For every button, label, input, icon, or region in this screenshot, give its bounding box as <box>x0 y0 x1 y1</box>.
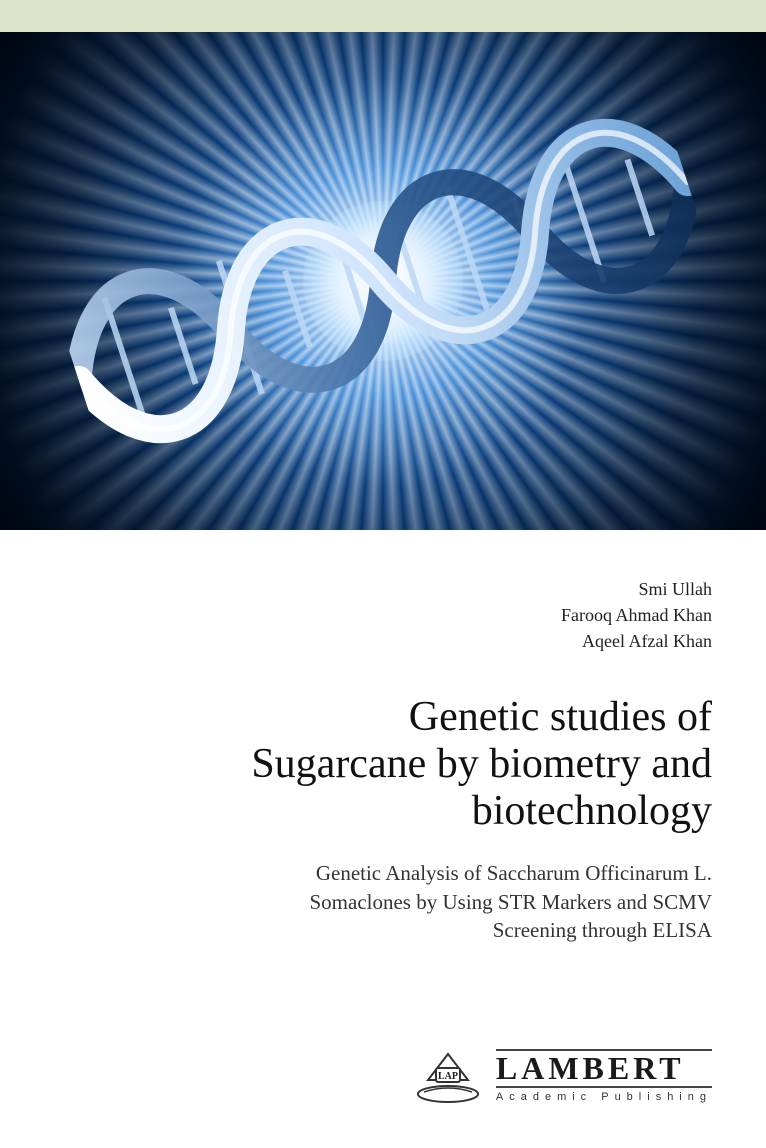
publisher-name: LAMBERT <box>496 1049 712 1089</box>
publisher-block: LAP LAMBERT Academic Publishing <box>414 1048 712 1104</box>
subtitle-line: Somaclones by Using STR Markers and SCMV <box>54 888 712 916</box>
title-line: biotechnology <box>54 788 712 835</box>
text-block: Smi Ullah Farooq Ahmad Khan Aqeel Afzal … <box>0 530 766 1148</box>
author-name: Farooq Ahmad Khan <box>54 602 712 628</box>
publisher-tagline: Academic Publishing <box>496 1091 712 1103</box>
author-name: Smi Ullah <box>54 576 712 602</box>
hero-illustration <box>0 32 766 530</box>
author-name: Aqeel Afzal Khan <box>54 628 712 654</box>
title-line: Sugarcane by biometry and <box>54 741 712 788</box>
book-subtitle: Genetic Analysis of Saccharum Officinaru… <box>54 859 712 944</box>
book-title: Genetic studies of Sugarcane by biometry… <box>54 694 712 835</box>
top-color-band <box>0 0 766 32</box>
logo-badge-text: LAP <box>438 1071 458 1082</box>
publisher-text: LAMBERT Academic Publishing <box>496 1049 712 1104</box>
book-cover: Smi Ullah Farooq Ahmad Khan Aqeel Afzal … <box>0 0 766 1148</box>
subtitle-line: Genetic Analysis of Saccharum Officinaru… <box>54 859 712 887</box>
title-line: Genetic studies of <box>54 694 712 741</box>
subtitle-line: Screening through ELISA <box>54 916 712 944</box>
author-list: Smi Ullah Farooq Ahmad Khan Aqeel Afzal … <box>54 576 712 654</box>
publisher-logo-icon: LAP <box>414 1048 482 1104</box>
